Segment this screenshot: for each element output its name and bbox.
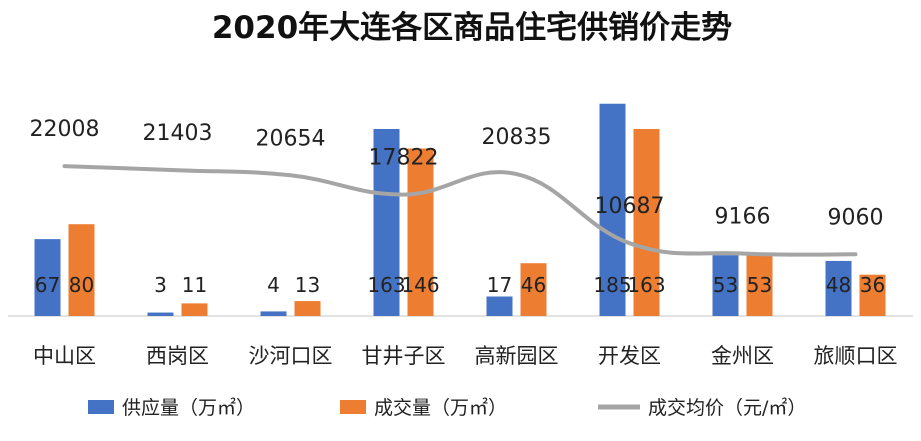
price-line-layer xyxy=(62,164,858,257)
bar-deal-2 xyxy=(294,301,321,316)
label-deal-3: 146 xyxy=(401,273,439,297)
bar-supply-2 xyxy=(260,311,287,316)
bar-deal-5 xyxy=(633,128,660,316)
label-deal-6: 53 xyxy=(747,273,772,297)
bar-supply-6 xyxy=(712,255,739,316)
label-supply-1: 3 xyxy=(154,273,167,297)
category-label-1: 西岗区 xyxy=(146,344,209,368)
label-supply-3: 163 xyxy=(367,273,405,297)
label-supply-5: 185 xyxy=(593,273,631,297)
bar-deal-7 xyxy=(859,274,886,316)
label-deal-1: 11 xyxy=(182,273,207,297)
legend-label-price: 成交均价（元/㎡） xyxy=(648,396,806,419)
category-label-3: 甘井子区 xyxy=(362,344,446,368)
label-supply-4: 17 xyxy=(487,273,512,297)
label-price-7: 9060 xyxy=(828,205,884,230)
category-label-5: 开发区 xyxy=(598,344,661,368)
label-price-4: 20835 xyxy=(482,125,552,150)
legend-swatch-supply xyxy=(88,400,114,414)
label-price-3: 17822 xyxy=(369,146,439,171)
chart-title: 2020年大连各区商品住宅供销价走势 xyxy=(212,10,732,46)
label-price-1: 21403 xyxy=(143,121,213,146)
label-deal-0: 80 xyxy=(69,273,94,297)
bar-supply-4 xyxy=(486,296,513,316)
label-supply-0: 67 xyxy=(35,273,60,297)
bar-deal-6 xyxy=(746,255,773,316)
bar-supply-0 xyxy=(34,239,61,316)
bar-deal-4 xyxy=(520,263,547,316)
category-labels: 中山区 西岗区 沙河口区 甘井子区 高新园区 开发区 金州区 旅顺口区 xyxy=(33,344,898,368)
label-price-0: 22008 xyxy=(30,117,100,142)
bar-deal-3 xyxy=(407,148,434,316)
category-label-2: 沙河口区 xyxy=(249,344,333,368)
category-label-6: 金州区 xyxy=(711,344,774,368)
label-supply-2: 4 xyxy=(267,273,280,297)
category-label-4: 高新园区 xyxy=(475,344,559,368)
label-deal-4: 46 xyxy=(521,273,546,297)
label-supply-7: 48 xyxy=(826,273,851,297)
category-label-7: 旅顺口区 xyxy=(814,344,898,368)
legend-swatch-deal xyxy=(340,400,366,414)
bar-supply-3 xyxy=(373,128,400,316)
legend-label-supply: 供应量（万㎡） xyxy=(122,396,255,419)
label-deal-2: 13 xyxy=(295,273,320,297)
label-supply-6: 53 xyxy=(713,273,738,297)
bar-supply-5 xyxy=(599,103,626,316)
category-label-0: 中山区 xyxy=(33,344,96,368)
bar-supply-7 xyxy=(825,260,852,316)
label-deal-5: 163 xyxy=(627,273,665,297)
bar-deal-0 xyxy=(68,224,95,316)
label-deal-7: 36 xyxy=(860,273,885,297)
bar-supply-1 xyxy=(147,312,174,316)
label-price-2: 20654 xyxy=(256,126,326,151)
legend: 供应量（万㎡） 成交量（万㎡） 成交均价（元/㎡） xyxy=(88,396,806,419)
bars-layer xyxy=(34,103,886,316)
price-line xyxy=(62,164,858,257)
label-price-6: 9166 xyxy=(715,205,771,230)
label-price-5: 10687 xyxy=(595,194,665,219)
bar-deal-1 xyxy=(181,303,208,316)
legend-label-deal: 成交量（万㎡） xyxy=(374,396,507,419)
